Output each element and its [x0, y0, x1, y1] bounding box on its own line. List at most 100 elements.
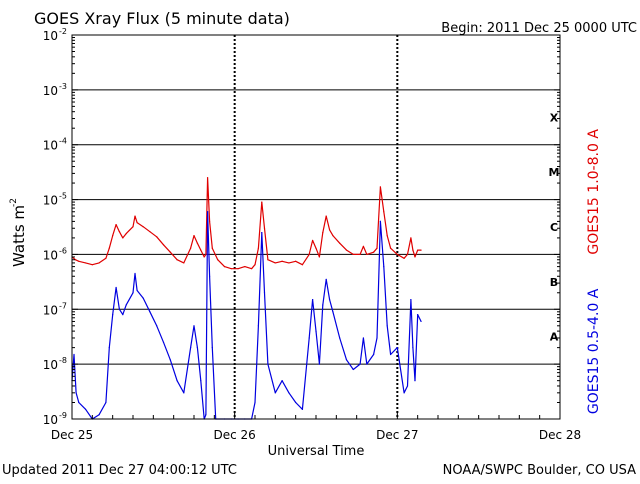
data-point: [325, 215, 327, 217]
y-axis-label: Watts m: [10, 205, 28, 267]
data-point: [301, 264, 304, 266]
flare-class-label: M: [549, 166, 560, 179]
x-tick-label: Dec 27: [376, 428, 418, 442]
data-point: [162, 244, 165, 246]
data-point: [345, 359, 348, 361]
data-point: [403, 257, 405, 259]
data-point: [132, 226, 134, 228]
data-point: [308, 253, 310, 256]
data-point: [169, 359, 171, 361]
data-point: [379, 220, 381, 223]
data-point: [366, 363, 368, 365]
y-tick-label: 10: [43, 303, 58, 317]
data-point: [205, 253, 207, 256]
y-tick-exponent: -6: [59, 246, 67, 255]
data-point: [386, 235, 388, 237]
x-tick-label: Dec 25: [51, 428, 93, 442]
data-point: [244, 265, 246, 268]
data-point: [112, 235, 114, 237]
data-point: [267, 259, 269, 261]
data-point: [208, 275, 211, 277]
data-point: [315, 247, 317, 249]
data-point: [112, 314, 114, 316]
flare-class-label: C: [550, 221, 558, 234]
data-point: [75, 392, 77, 394]
series-line-1: [71, 177, 422, 270]
x-axis-label: Universal Time: [268, 444, 365, 459]
data-point: [84, 262, 87, 264]
data-point: [414, 380, 416, 382]
chart-title: GOES Xray Flux (5 minute data): [34, 9, 290, 28]
data-point: [134, 272, 136, 275]
flare-class-label: A: [550, 331, 559, 344]
data-point: [366, 253, 368, 256]
data-point: [288, 262, 290, 264]
data-point: [205, 414, 207, 416]
data-point: [118, 308, 121, 310]
data-point: [376, 247, 378, 249]
y-tick-exponent: -7: [59, 301, 67, 310]
data-point: [312, 239, 314, 242]
y-tick-label: 10: [43, 194, 58, 208]
flare-class-label: X: [550, 111, 559, 124]
data-point: [352, 253, 354, 256]
data-point: [322, 231, 324, 234]
data-point: [132, 292, 134, 294]
data-point: [193, 235, 195, 237]
data-point: [156, 236, 158, 238]
data-point: [105, 257, 107, 259]
y-axis-label-exponent: -2: [9, 198, 19, 207]
data-point: [169, 251, 171, 253]
data-point: [376, 337, 378, 339]
data-point: [91, 264, 93, 266]
data-point: [115, 223, 117, 226]
data-point: [105, 401, 107, 404]
data-point: [263, 292, 266, 294]
data-point: [156, 325, 158, 327]
data-point: [328, 299, 331, 301]
data-point: [295, 260, 297, 262]
data-point: [223, 265, 226, 268]
data-point: [417, 314, 419, 316]
x-tick-label: Dec 28: [539, 428, 581, 442]
data-point: [98, 262, 100, 264]
data-point: [203, 256, 205, 258]
data-point: [325, 278, 327, 281]
data-point: [403, 392, 405, 394]
y-tick-exponent: -2: [59, 27, 67, 36]
data-point: [190, 247, 192, 249]
updated-timestamp: Updated 2011 Dec 27 04:00:12 UTC: [2, 463, 237, 478]
data-point: [125, 232, 127, 235]
data-point: [383, 211, 385, 213]
data-point: [206, 211, 209, 213]
data-point: [373, 353, 375, 356]
data-point: [134, 215, 136, 217]
y-tick-label: 10: [43, 139, 58, 153]
data-point: [339, 337, 341, 339]
data-point: [267, 363, 269, 365]
data-point: [417, 249, 419, 251]
data-point: [206, 177, 209, 179]
data-point: [412, 347, 414, 349]
data-point: [230, 268, 232, 270]
data-point: [410, 299, 412, 301]
data-point: [261, 231, 263, 234]
data-point: [183, 262, 185, 264]
data-point: [406, 253, 409, 256]
data-point: [414, 256, 416, 258]
data-point: [359, 253, 361, 256]
data-point: [281, 260, 283, 262]
data-point: [190, 347, 192, 349]
data-point: [257, 247, 259, 249]
data-point: [379, 186, 381, 188]
data-point: [263, 227, 266, 229]
data-point: [261, 201, 263, 203]
data-point: [176, 380, 178, 382]
plot-area: [72, 35, 560, 419]
y-tick-label: 10: [43, 84, 58, 98]
data-point: [193, 325, 195, 327]
data-point: [339, 242, 341, 244]
data-point: [318, 363, 320, 365]
data-point: [406, 385, 409, 387]
